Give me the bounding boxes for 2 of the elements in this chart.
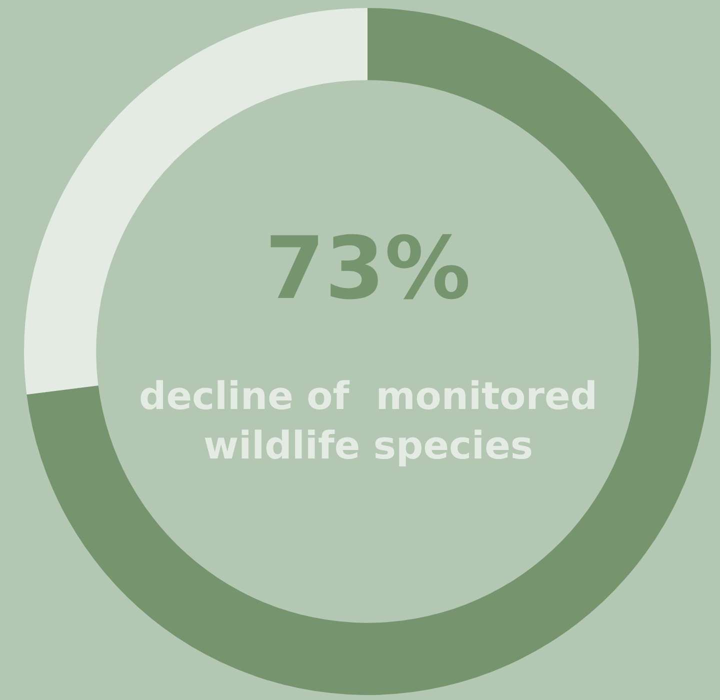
donut-slice: [26, 8, 711, 695]
text: 73%: [265, 219, 471, 319]
